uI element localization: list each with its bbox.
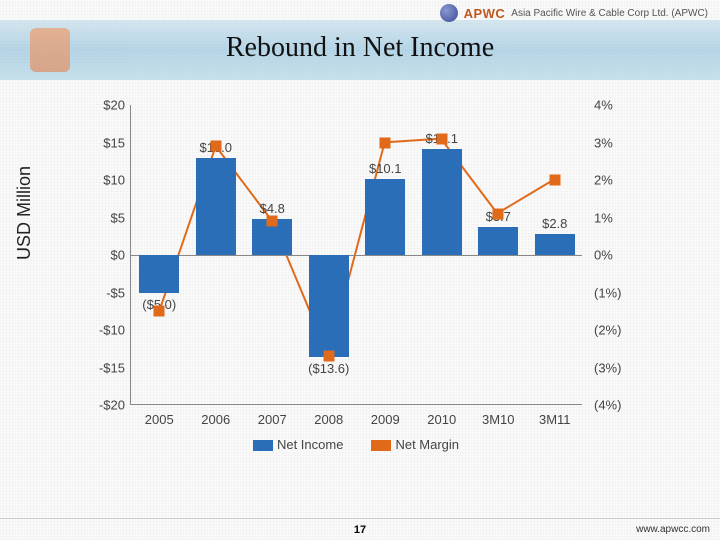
chart-legend: Net Income Net Margin (130, 437, 582, 452)
plot-area: $20$15$10$5$0-$5-$10-$15-$204%3%2%1%0%(1… (130, 105, 582, 405)
legend-item: Net Income (253, 437, 343, 452)
x-category: 2006 (201, 404, 230, 427)
legend-swatch (253, 440, 273, 451)
revenue-chart: $20$15$10$5$0-$5-$10-$15-$204%3%2%1%0%(1… (90, 105, 680, 465)
x-category: 2010 (427, 404, 456, 427)
company-logo-row: APWC Asia Pacific Wire & Cable Corp Ltd.… (440, 4, 708, 22)
bar-2010 (422, 149, 462, 255)
line-marker (210, 141, 221, 152)
line-marker (493, 208, 504, 219)
y-tick-right: (4%) (582, 398, 621, 413)
zero-axis-line (131, 255, 582, 256)
x-category: 2007 (258, 404, 287, 427)
bar-2005 (139, 255, 179, 293)
y-tick-left: $10 (83, 173, 131, 188)
y-tick-right: 1% (582, 210, 613, 225)
y-tick-left: -$5 (83, 285, 131, 300)
x-category: 3M11 (539, 404, 571, 427)
line-marker (380, 137, 391, 148)
y-tick-left: $20 (83, 98, 131, 113)
bar-2009 (365, 179, 405, 255)
bar-label: ($13.6) (308, 361, 349, 376)
x-category: 2009 (371, 404, 400, 427)
y-tick-right: 4% (582, 98, 613, 113)
legend-label: Net Margin (395, 437, 459, 452)
bar-2006 (196, 158, 236, 256)
page-title: Rebound in Net Income (0, 32, 720, 64)
line-marker (436, 133, 447, 144)
line-marker (154, 306, 165, 317)
y-tick-left: -$15 (83, 360, 131, 375)
x-category: 2008 (314, 404, 343, 427)
bar-label: $10.1 (369, 161, 402, 176)
company-full-name: Asia Pacific Wire & Cable Corp Ltd. (APW… (511, 8, 708, 19)
y-tick-left: $0 (83, 248, 131, 263)
x-category: 2005 (145, 404, 174, 427)
y-tick-right: 2% (582, 173, 613, 188)
y-tick-right: 3% (582, 135, 613, 150)
bar-3M11 (535, 234, 575, 255)
legend-swatch (371, 440, 391, 451)
y-tick-right: (2%) (582, 323, 621, 338)
line-marker (323, 351, 334, 362)
legend-label: Net Income (277, 437, 343, 452)
line-marker (549, 175, 560, 186)
y-tick-left: $15 (83, 135, 131, 150)
bar-2008 (309, 255, 349, 357)
y-tick-left: $5 (83, 210, 131, 225)
legend-item: Net Margin (371, 437, 459, 452)
bar-label: $4.8 (260, 201, 285, 216)
bar-label: $2.8 (542, 216, 567, 231)
company-abbrev: APWC (464, 6, 506, 21)
y-tick-left: -$20 (83, 398, 131, 413)
x-category: 3M10 (482, 404, 515, 427)
logo-icon (440, 4, 458, 22)
footer-url: www.apwcc.com (636, 524, 710, 535)
y-axis-label: USD Million (14, 166, 35, 260)
y-tick-right: 0% (582, 248, 613, 263)
bar-3M10 (478, 227, 518, 255)
y-tick-right: (1%) (582, 285, 621, 300)
slide-footer: 17 www.apwcc.com (0, 518, 720, 540)
page-number: 17 (354, 524, 366, 536)
y-tick-right: (3%) (582, 360, 621, 375)
line-marker (267, 216, 278, 227)
y-tick-left: -$10 (83, 323, 131, 338)
